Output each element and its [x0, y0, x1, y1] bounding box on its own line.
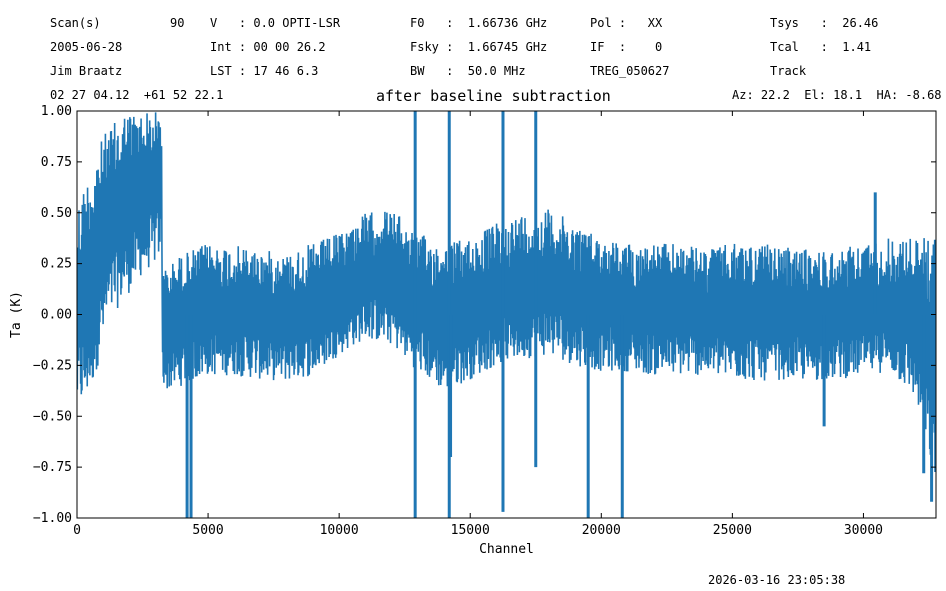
- y-tick-label: −1.00: [33, 511, 72, 526]
- scan-value: 90: [170, 16, 185, 30]
- velocity-field: V : 0.0 OPTI-LSR: [210, 16, 341, 30]
- x-tick-label: 0: [73, 523, 81, 538]
- x-tick-label: 10000: [320, 523, 359, 538]
- axis-ticks: 0 5000 10000 15000 20000 25000 30000 −1.00 −0.75…: [33, 104, 936, 538]
- x-axis-label: Channel: [479, 542, 534, 557]
- f0-field: F0 : 1.66736 GHz: [410, 16, 548, 30]
- x-tick-label: 20000: [582, 523, 621, 538]
- series-group: [77, 111, 936, 518]
- render-timestamp: 2026-03-16 23:05:38: [708, 573, 846, 587]
- spectrum-line: [77, 112, 936, 472]
- fsky-field: Fsky : 1.66745 GHz: [410, 40, 548, 54]
- y-tick-label: 0.25: [41, 257, 72, 272]
- coords-field: 02 27 04.12 +61 52 22.1: [50, 88, 224, 102]
- date-field: 2005-06-28: [50, 40, 123, 54]
- scan-label: Scan(s): [50, 16, 101, 30]
- if-field: IF : 0: [590, 40, 663, 54]
- y-tick-label: 0.75: [41, 155, 72, 170]
- y-axis-label: Ta (K): [9, 291, 24, 338]
- x-tick-label: 25000: [713, 523, 752, 538]
- lst-field: LST : 17 46 6.3: [210, 64, 319, 78]
- azel-field: Az: 22.2 El: 18.1 HA: -8.68: [732, 88, 942, 102]
- y-tick-label: 0.00: [41, 308, 72, 323]
- tsys-field: Tsys : 26.46: [770, 16, 879, 30]
- y-tick-label: 1.00: [41, 104, 72, 119]
- x-tick-label: 5000: [192, 523, 223, 538]
- int-field: Int : 00 00 26.2: [210, 40, 326, 54]
- x-tick-label: 30000: [844, 523, 883, 538]
- tcal-field: Tcal : 1.41: [770, 40, 872, 54]
- x-tick-label: 15000: [451, 523, 490, 538]
- procedure-field: Track: [770, 64, 807, 78]
- observer-field: Jim Braatz: [50, 64, 123, 78]
- y-tick-label: −0.25: [33, 358, 72, 373]
- y-tick-label: −0.75: [33, 460, 72, 475]
- y-tick-label: 0.50: [41, 206, 72, 221]
- chart-title: after baseline subtraction: [376, 87, 611, 105]
- pol-field: Pol : XX: [590, 16, 663, 30]
- y-tick-label: −0.50: [33, 409, 72, 424]
- bw-field: BW : 50.0 MHz: [410, 64, 526, 78]
- source-field: TREG_050627: [590, 64, 670, 78]
